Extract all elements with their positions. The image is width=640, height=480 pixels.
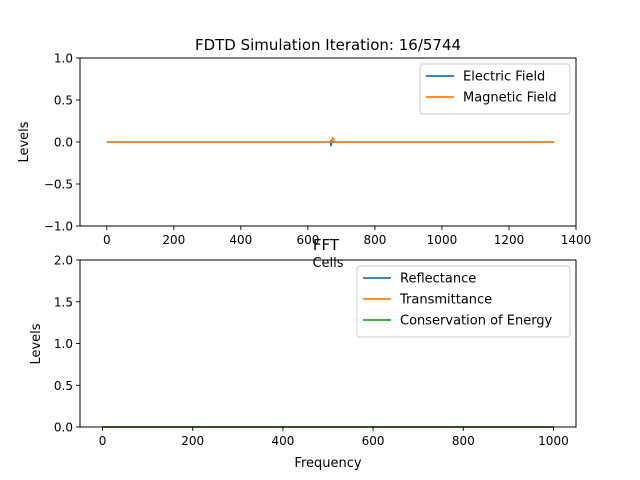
fft-ytick-label: 2.0 bbox=[54, 254, 73, 268]
fft-tick-layer: 0 200 400 600 800 1000 0.0 0.5 1.0 1.5 2.0 bbox=[54, 254, 569, 449]
fdtd-xtick-label: 1400 bbox=[561, 233, 592, 247]
fdtd-ytick-label: 1.0 bbox=[54, 52, 73, 66]
fft-xtick-label: 600 bbox=[362, 434, 385, 448]
fdtd-chart-title: FDTD Simulation Iteration: 16/5744 bbox=[195, 36, 461, 54]
fft-xtick-label: 1000 bbox=[538, 434, 569, 448]
fdtd-series-layer bbox=[106, 136, 555, 147]
fdtd-xtick-label: 400 bbox=[229, 233, 252, 247]
fdtd-xtick-label: 1000 bbox=[427, 233, 458, 247]
fdtd-ytick-label: −0.5 bbox=[44, 178, 73, 192]
fft-ytick-label: 0.0 bbox=[54, 421, 73, 435]
fdtd-xtick-label: 600 bbox=[296, 233, 319, 247]
fft-plot-frame bbox=[79, 259, 577, 428]
fdtd-ytick-label: 0.5 bbox=[54, 94, 73, 108]
fdtd-legend-label-0: Electric Field bbox=[463, 70, 545, 85]
fft-legend-box bbox=[356, 265, 571, 338]
fdtd-chart-xlabel: Cells bbox=[312, 256, 343, 271]
fdtd-xtick-label: 800 bbox=[363, 233, 386, 247]
fft-xtick-label: 200 bbox=[181, 434, 204, 448]
fft-chart-ylabel: Levels bbox=[29, 323, 44, 364]
fft-legend-label-0: Reflectance bbox=[400, 272, 476, 287]
fft-xtick-label: 400 bbox=[271, 434, 294, 448]
fdtd-xtick-label: 200 bbox=[162, 233, 185, 247]
fdtd-field-chart: FDTD Simulation Iteration: 16/5744 Level… bbox=[17, 36, 591, 271]
fdtd-ytick-label: −1.0 bbox=[44, 220, 73, 234]
fdtd-legend-box bbox=[419, 63, 571, 115]
fdtd-legend-label-1: Magnetic Field bbox=[463, 91, 557, 106]
fft-xtick-label: 800 bbox=[452, 434, 475, 448]
fft-spectrum-chart: Levels Frequency 0 200 400 600 800 1000 0.0 0.5… bbox=[29, 236, 577, 471]
fdtd-chart-ylabel: Levels bbox=[17, 121, 32, 162]
fft-legend-label-1: Transmittance bbox=[399, 293, 492, 308]
fft-ytick-label: 1.5 bbox=[54, 295, 73, 309]
fft-chart-xlabel: Frequency bbox=[294, 456, 361, 471]
fft-ytick-label: 0.5 bbox=[54, 379, 73, 393]
fdtd-ytick-label: 0.0 bbox=[54, 136, 73, 150]
fdtd-plot-frame bbox=[79, 57, 577, 227]
fft-legend: Reflectance Transmittance Conservation of … bbox=[356, 265, 571, 338]
fft-chart-title: FFT bbox=[313, 236, 340, 254]
fdtd-xtick-label: 1200 bbox=[494, 233, 525, 247]
fft-legend-label-2: Conservation of Energy bbox=[400, 314, 553, 329]
fdtd-tick-layer: 0 200 400 600 800 1000 1200 1400 −1.0 −0.5 0.0 0.5 1… bbox=[44, 52, 591, 248]
fft-xtick-label: 0 bbox=[99, 434, 107, 448]
fdtd-legend: Electric Field Magnetic Field bbox=[419, 63, 571, 115]
fft-ytick-label: 1.0 bbox=[54, 337, 73, 351]
fdtd-series-line-1 bbox=[106, 136, 555, 143]
fdtd-xtick-label: 0 bbox=[103, 233, 111, 247]
